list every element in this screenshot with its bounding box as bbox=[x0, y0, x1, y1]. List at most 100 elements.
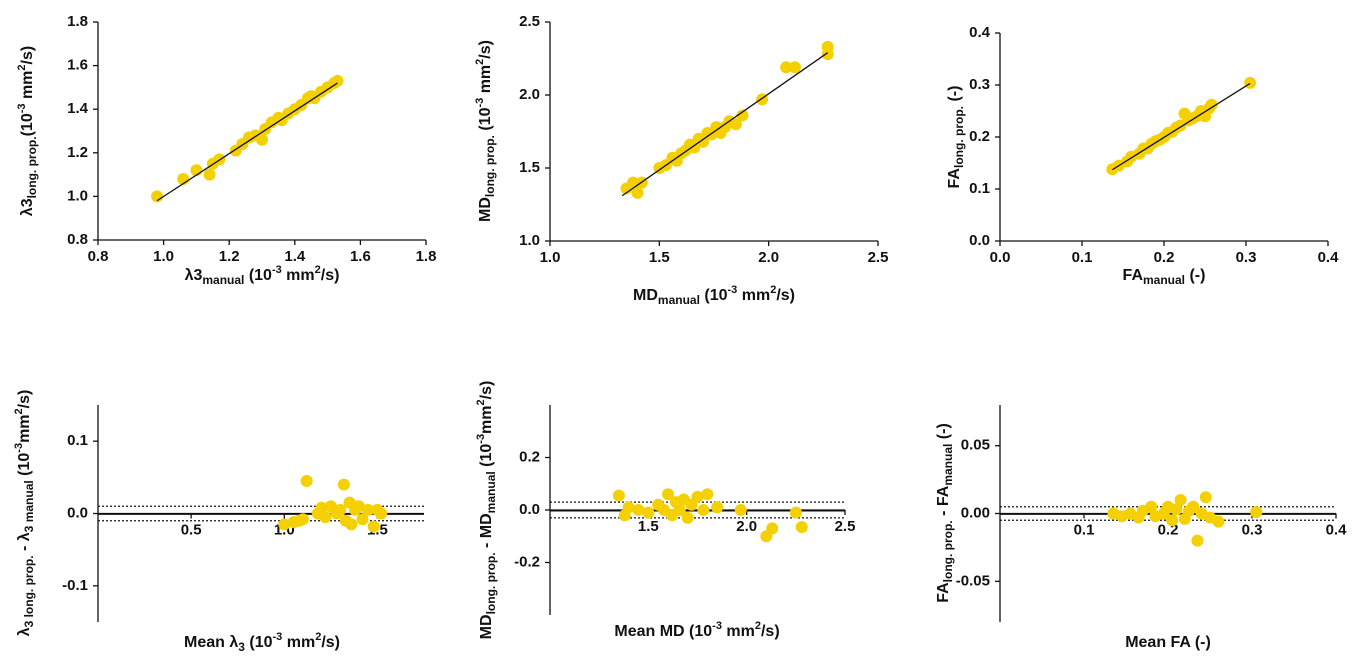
y-axis-label-part: - FA bbox=[935, 485, 952, 520]
x-tick-label: 2.5 bbox=[868, 249, 889, 266]
y-axis-label-part: 2 bbox=[16, 64, 28, 70]
y-axis-label-part: 2 bbox=[474, 59, 486, 65]
y-axis-label-part: mm bbox=[478, 405, 495, 433]
y-tick-label: 0.2 bbox=[969, 128, 990, 145]
y-tick-label: 1.0 bbox=[67, 187, 88, 204]
data-point bbox=[296, 513, 309, 526]
data-point bbox=[319, 511, 332, 524]
data-point bbox=[1170, 503, 1183, 516]
y-axis-label-part: /s) bbox=[478, 381, 495, 400]
y-tick-label: 0.0 bbox=[67, 504, 88, 521]
data-point bbox=[1166, 514, 1179, 527]
x-axis-label-part: /s) bbox=[321, 267, 340, 284]
x-axis-label-part: -3 bbox=[728, 284, 738, 296]
x-axis-label-part: Mean λ bbox=[184, 634, 238, 651]
y-tick-label: 0.1 bbox=[969, 180, 990, 197]
y-tick-label: 0.1 bbox=[67, 432, 88, 449]
y-tick-label: 1.5 bbox=[519, 159, 540, 176]
data-point bbox=[1250, 506, 1263, 519]
x-axis-label: Mean λ3 (10-3 mm2/s) bbox=[184, 631, 340, 654]
data-point bbox=[1212, 515, 1225, 528]
data-point bbox=[697, 504, 710, 516]
data-point bbox=[780, 61, 793, 74]
y-axis-label-part: -3 bbox=[16, 104, 28, 114]
y-tick-label: 1.4 bbox=[67, 100, 89, 117]
data-point bbox=[766, 522, 779, 535]
data-point bbox=[1187, 500, 1200, 513]
x-axis-label-part: manual bbox=[658, 293, 700, 307]
y-tick-label: 0.8 bbox=[67, 231, 88, 248]
y-axis-label-part: manual bbox=[941, 444, 955, 486]
y-axis-label: FAlong. prop. (-) bbox=[946, 86, 966, 189]
y-tick-label: 1.2 bbox=[67, 144, 88, 161]
x-tick-label: 1.6 bbox=[350, 248, 371, 265]
y-axis-label-part: long. prop. bbox=[25, 136, 39, 198]
y-tick-label: -0.1 bbox=[62, 577, 88, 594]
y-axis-label: FAlong. prop. - FAmanual (-) bbox=[935, 423, 955, 603]
data-point bbox=[203, 168, 216, 181]
y-tick-label: -0.05 bbox=[956, 572, 990, 589]
data-point bbox=[315, 501, 328, 514]
y-axis-label-part: -3 bbox=[474, 98, 486, 108]
data-point bbox=[734, 504, 747, 516]
data-point bbox=[691, 490, 704, 503]
y-axis-label-part: FA bbox=[935, 582, 952, 603]
data-point bbox=[681, 511, 694, 524]
fit-line bbox=[156, 82, 338, 202]
x-axis-label-part: -3 bbox=[272, 264, 282, 276]
y-axis-label-part: 3 long. prop. bbox=[22, 555, 36, 627]
data-point bbox=[821, 48, 834, 61]
x-tick-label: 0.3 bbox=[1236, 249, 1257, 266]
data-point bbox=[278, 518, 291, 531]
x-axis-label-part: manual bbox=[202, 273, 244, 287]
x-tick-label: 0.1 bbox=[1072, 249, 1093, 266]
data-point bbox=[632, 504, 645, 516]
x-tick-label: 1.5 bbox=[649, 249, 670, 266]
y-tick-label: 1.6 bbox=[67, 57, 88, 74]
y-tick-label: 0.2 bbox=[519, 448, 540, 465]
y-axis-label: MDlong. prop. (10-3 mm2/s) bbox=[474, 40, 497, 222]
x-axis-label-part: Mean FA (-) bbox=[1125, 634, 1211, 651]
y-axis-label-part: MD bbox=[477, 197, 494, 222]
x-axis-label-part: 2 bbox=[770, 284, 776, 296]
x-axis-label-part: /s) bbox=[776, 287, 795, 304]
data-point bbox=[736, 109, 749, 122]
y-axis-label-part: /s) bbox=[16, 390, 33, 409]
x-tick-label: 1.8 bbox=[416, 248, 437, 265]
x-tick-label: 0.0 bbox=[990, 249, 1011, 266]
y-tick-label: 0.3 bbox=[969, 76, 990, 93]
x-axis-label-part: mm bbox=[282, 267, 315, 284]
y-axis-label-part: mm bbox=[16, 414, 33, 442]
y-tick-label: 0.0 bbox=[969, 232, 990, 249]
y-axis-label-part: (-) bbox=[946, 86, 963, 106]
data-point bbox=[1199, 491, 1212, 504]
x-tick-label: 0.1 bbox=[1074, 521, 1095, 538]
x-axis-label: λ3manual (10-3 mm2/s) bbox=[185, 264, 340, 287]
x-axis-label-part: 2 bbox=[315, 264, 321, 276]
y-axis-label-part: - λ bbox=[16, 532, 33, 555]
data-point bbox=[352, 500, 365, 513]
x-axis-label: Mean MD (10-3 mm2/s) bbox=[614, 620, 779, 640]
y-axis-label: λ3 long. prop. - λ3 manual (10-3mm2/s) bbox=[13, 390, 36, 637]
x-axis-label-part: mm bbox=[737, 287, 770, 304]
x-axis-label-part: mm bbox=[282, 634, 315, 651]
x-axis-label-part: 2 bbox=[755, 620, 761, 632]
x-tick-label: 0.3 bbox=[1242, 521, 1263, 538]
x-axis-label-part: mm bbox=[722, 623, 755, 640]
y-axis-label-part: -3 bbox=[475, 434, 487, 444]
data-point bbox=[701, 488, 714, 501]
data-point bbox=[1174, 493, 1187, 506]
x-axis-label-part: (-) bbox=[1185, 267, 1205, 284]
y-axis-label-part: - MD bbox=[478, 513, 495, 552]
y-axis-label: MDlong. prop. - MDmanual (10-3mm2/s) bbox=[475, 381, 498, 640]
x-axis-label-part: MD bbox=[633, 287, 658, 304]
data-point bbox=[642, 506, 655, 519]
y-axis-label-part: long. prop. bbox=[952, 106, 966, 168]
y-tick-label: 2.5 bbox=[519, 13, 540, 30]
x-axis-label-part: (10 bbox=[245, 634, 273, 651]
y-tick-label: 1.8 bbox=[67, 13, 88, 30]
x-axis-label-part: /s) bbox=[321, 634, 340, 651]
data-point bbox=[362, 503, 375, 516]
data-point bbox=[711, 501, 724, 514]
y-axis-label-part: manual bbox=[484, 471, 498, 513]
